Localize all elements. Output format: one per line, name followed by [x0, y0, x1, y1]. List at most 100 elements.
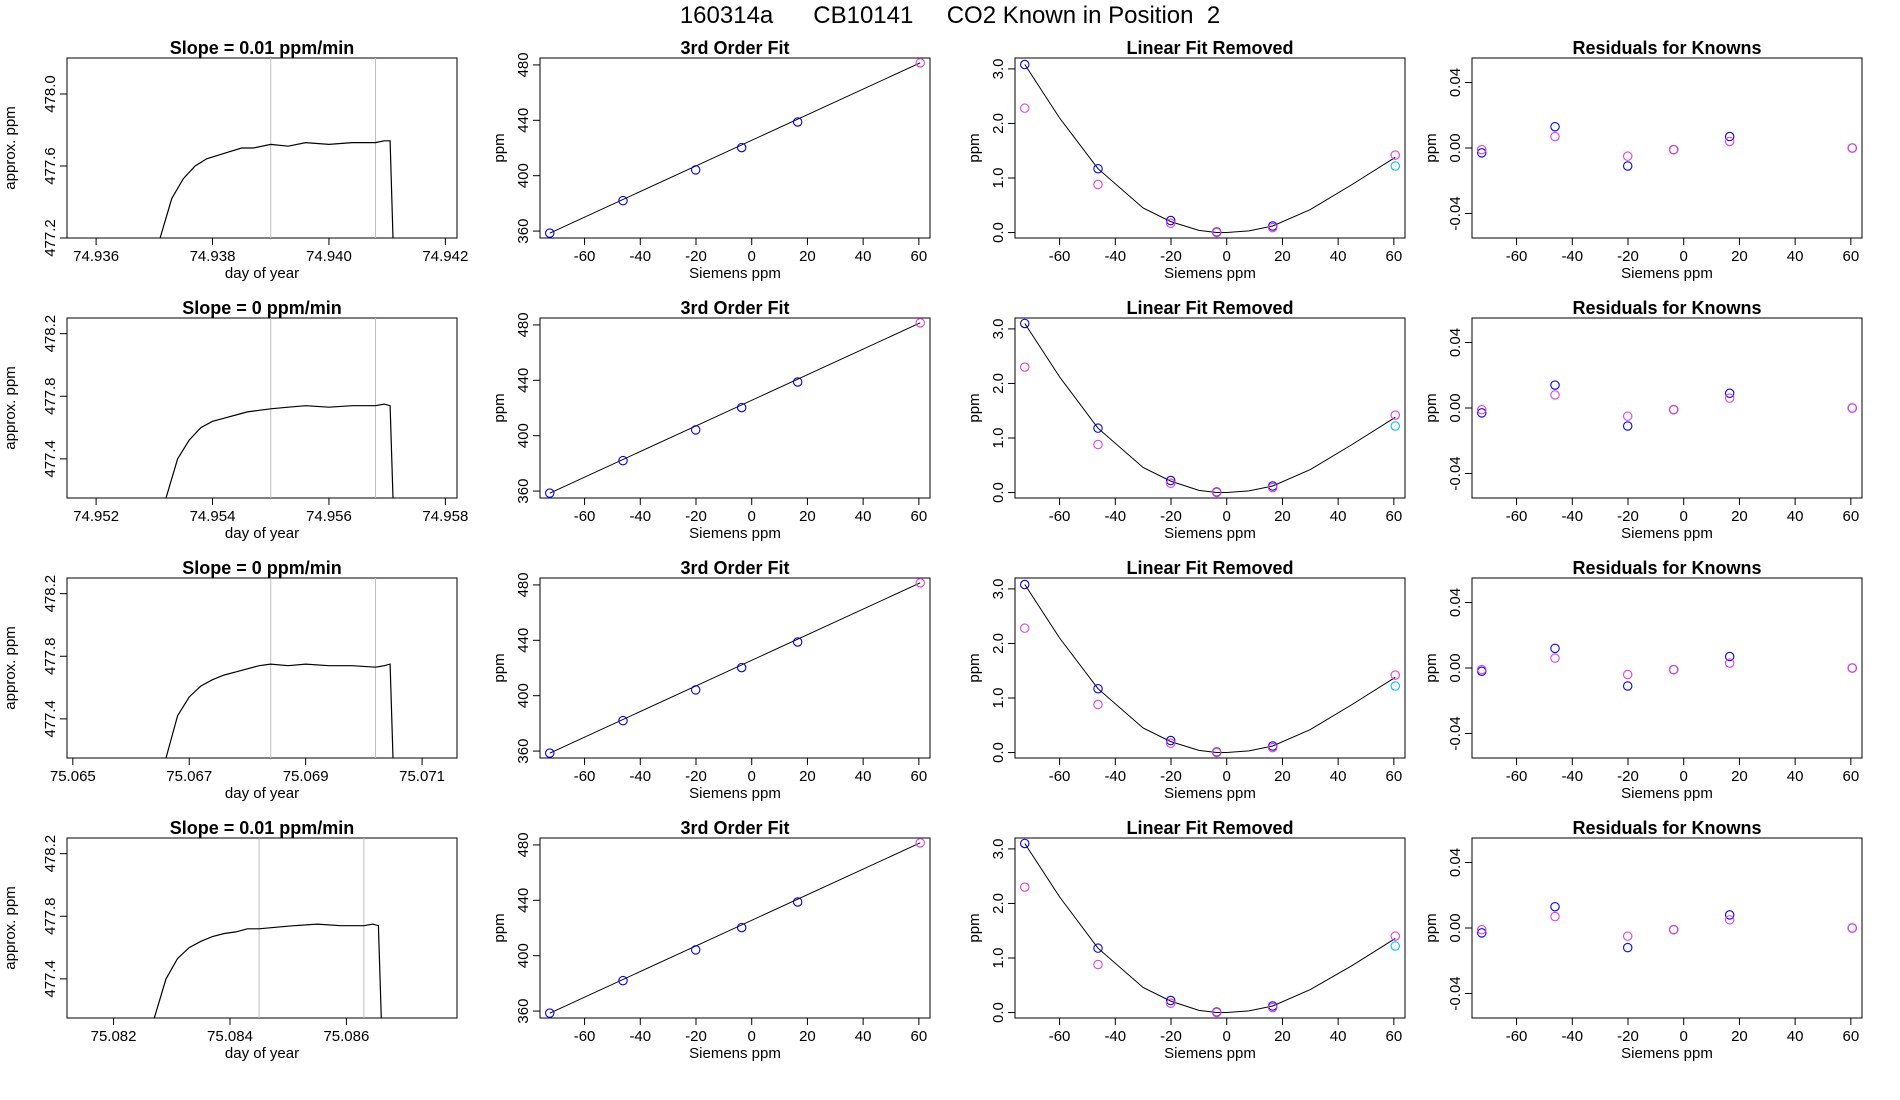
- x-tick-label: 75.082: [91, 1028, 137, 1045]
- data-point-magenta: [1267, 1002, 1278, 1013]
- concentration-trace: [165, 663, 394, 758]
- x-axis-label: day of year: [225, 525, 299, 542]
- plot-frame: [539, 317, 931, 499]
- plot-area: [165, 578, 394, 758]
- y-tick-label: 0.0: [990, 482, 1007, 503]
- y-tick-label: 1.0: [990, 428, 1007, 449]
- data-point-magenta: [1093, 439, 1103, 450]
- x-tick-label: 74.952: [73, 508, 119, 525]
- data-point-magenta: [1724, 915, 1735, 925]
- x-tick-label: 20: [1274, 1028, 1291, 1045]
- data-point-magenta: [1550, 390, 1560, 400]
- y-tick-label: 1.0: [990, 688, 1007, 709]
- x-tick-label: -20: [1617, 508, 1639, 525]
- data-point-blue: [1477, 928, 1487, 938]
- y-tick-label: -0.04: [1447, 976, 1464, 1010]
- x-axis-label: Siemens ppm: [1621, 1045, 1713, 1062]
- x-tick-label: 60: [1386, 248, 1403, 265]
- plot-frame: [66, 57, 458, 239]
- data-point-magenta: [1267, 482, 1278, 493]
- y-axis-label: approx. ppm: [2, 626, 19, 709]
- panel-title: Linear Fit Removed: [1126, 558, 1293, 578]
- panel-r1-c1: Slope = 0.01 ppm/min 74.936 74.938 74.940 74…: [2, 38, 468, 282]
- fit-curve: [1024, 584, 1396, 753]
- x-tick-label: 60: [1386, 768, 1403, 785]
- y-tick-label: 477.6: [42, 147, 59, 185]
- panel-title: 3rd Order Fit: [680, 818, 789, 838]
- data-point-cyan: [1390, 681, 1401, 691]
- y-tick-label: 2.0: [990, 633, 1007, 654]
- data-point-magenta: [915, 318, 925, 328]
- x-axis-label: day of year: [225, 265, 299, 282]
- data-point-blue: [690, 945, 701, 955]
- data-point-magenta: [1390, 150, 1401, 160]
- y-axis-label: ppm: [491, 913, 508, 942]
- x-tick-label: -20: [1160, 1028, 1182, 1045]
- data-point-magenta: [1477, 924, 1487, 935]
- y-tick-label: 0.04: [1447, 328, 1464, 357]
- data-point-blue: [1165, 475, 1176, 486]
- plot-frame: [1014, 57, 1406, 239]
- data-point-magenta: [1093, 699, 1103, 710]
- x-axis-label: Siemens ppm: [689, 265, 781, 282]
- data-point-magenta: [1165, 738, 1176, 749]
- y-tick-label: 2.0: [990, 113, 1007, 134]
- data-point-blue: [1724, 131, 1735, 142]
- data-point-blue: [736, 142, 747, 153]
- x-tick-label: 20: [1274, 248, 1291, 265]
- y-axis-label: approx. ppm: [2, 106, 19, 189]
- data-point-magenta: [1550, 131, 1560, 142]
- data-point-cyan: [1390, 161, 1401, 171]
- data-point-magenta: [1390, 931, 1401, 941]
- data-point-magenta: [1093, 959, 1103, 970]
- data-point-blue: [618, 975, 628, 986]
- data-point-magenta: [1847, 923, 1858, 933]
- x-tick-label: 40: [1330, 248, 1347, 265]
- plot-area: [549, 62, 921, 234]
- panel-r4-c2: 3rd Order Fit -60 -40 -20 0 20 40 60 Siemens ppm…: [491, 818, 931, 1062]
- x-tick-label: -40: [1561, 508, 1583, 525]
- y-tick-label: 480: [515, 572, 532, 597]
- fit-line: [549, 582, 921, 754]
- page-title: 160314a CB10141 CO2 Known in Position 2: [679, 2, 1221, 29]
- panel-r1-c3: Linear Fit Removed -60 -40 -20 0 20 40 60 Siemen…: [966, 38, 1406, 282]
- x-tick-label: -60: [1506, 248, 1528, 265]
- x-tick-label: 60: [911, 1028, 928, 1045]
- x-tick-label: 0: [1223, 508, 1231, 525]
- y-axis-label: ppm: [491, 393, 508, 422]
- x-tick-label: 40: [1787, 768, 1804, 785]
- x-tick-label: 75.067: [166, 768, 212, 785]
- panel-r2-c2: 3rd Order Fit -60 -40 -20 0 20 40 60 Siemens ppm…: [491, 298, 931, 542]
- data-point-magenta: [1622, 931, 1633, 941]
- x-tick-label: -60: [574, 1028, 596, 1045]
- y-tick-label: 440: [515, 108, 532, 133]
- plot-frame: [1014, 577, 1406, 759]
- data-point-magenta: [1267, 742, 1278, 753]
- data-point-magenta: [1724, 393, 1735, 403]
- y-axis-label: ppm: [491, 133, 508, 162]
- data-point-blue: [792, 897, 803, 907]
- y-tick-label: 0.0: [990, 1002, 1007, 1023]
- data-point-blue: [1724, 388, 1735, 399]
- data-point-magenta: [1668, 664, 1679, 675]
- y-tick-label: 3.0: [990, 578, 1007, 599]
- y-axis-label: ppm: [966, 133, 983, 162]
- data-point-magenta: [1477, 404, 1487, 415]
- data-point-magenta: [1668, 924, 1679, 935]
- x-tick-label: -20: [685, 1028, 707, 1045]
- data-point-magenta: [1622, 411, 1633, 421]
- x-tick-label: -60: [1506, 768, 1528, 785]
- plot-frame: [1471, 837, 1863, 1019]
- y-tick-label: 400: [515, 683, 532, 708]
- y-tick-label: 480: [515, 312, 532, 337]
- y-tick-label: 0.00: [1447, 913, 1464, 942]
- plot-frame: [1471, 317, 1863, 499]
- x-tick-label: 0: [1680, 1028, 1688, 1045]
- x-tick-label: -60: [1506, 508, 1528, 525]
- x-tick-label: 20: [1731, 508, 1748, 525]
- y-tick-label: 477.8: [42, 897, 59, 935]
- x-tick-label: 40: [1787, 248, 1804, 265]
- y-tick-label: 360: [515, 219, 532, 244]
- panel-r3-c3: Linear Fit Removed -60 -40 -20 0 20 40 60 Siemen…: [966, 558, 1406, 802]
